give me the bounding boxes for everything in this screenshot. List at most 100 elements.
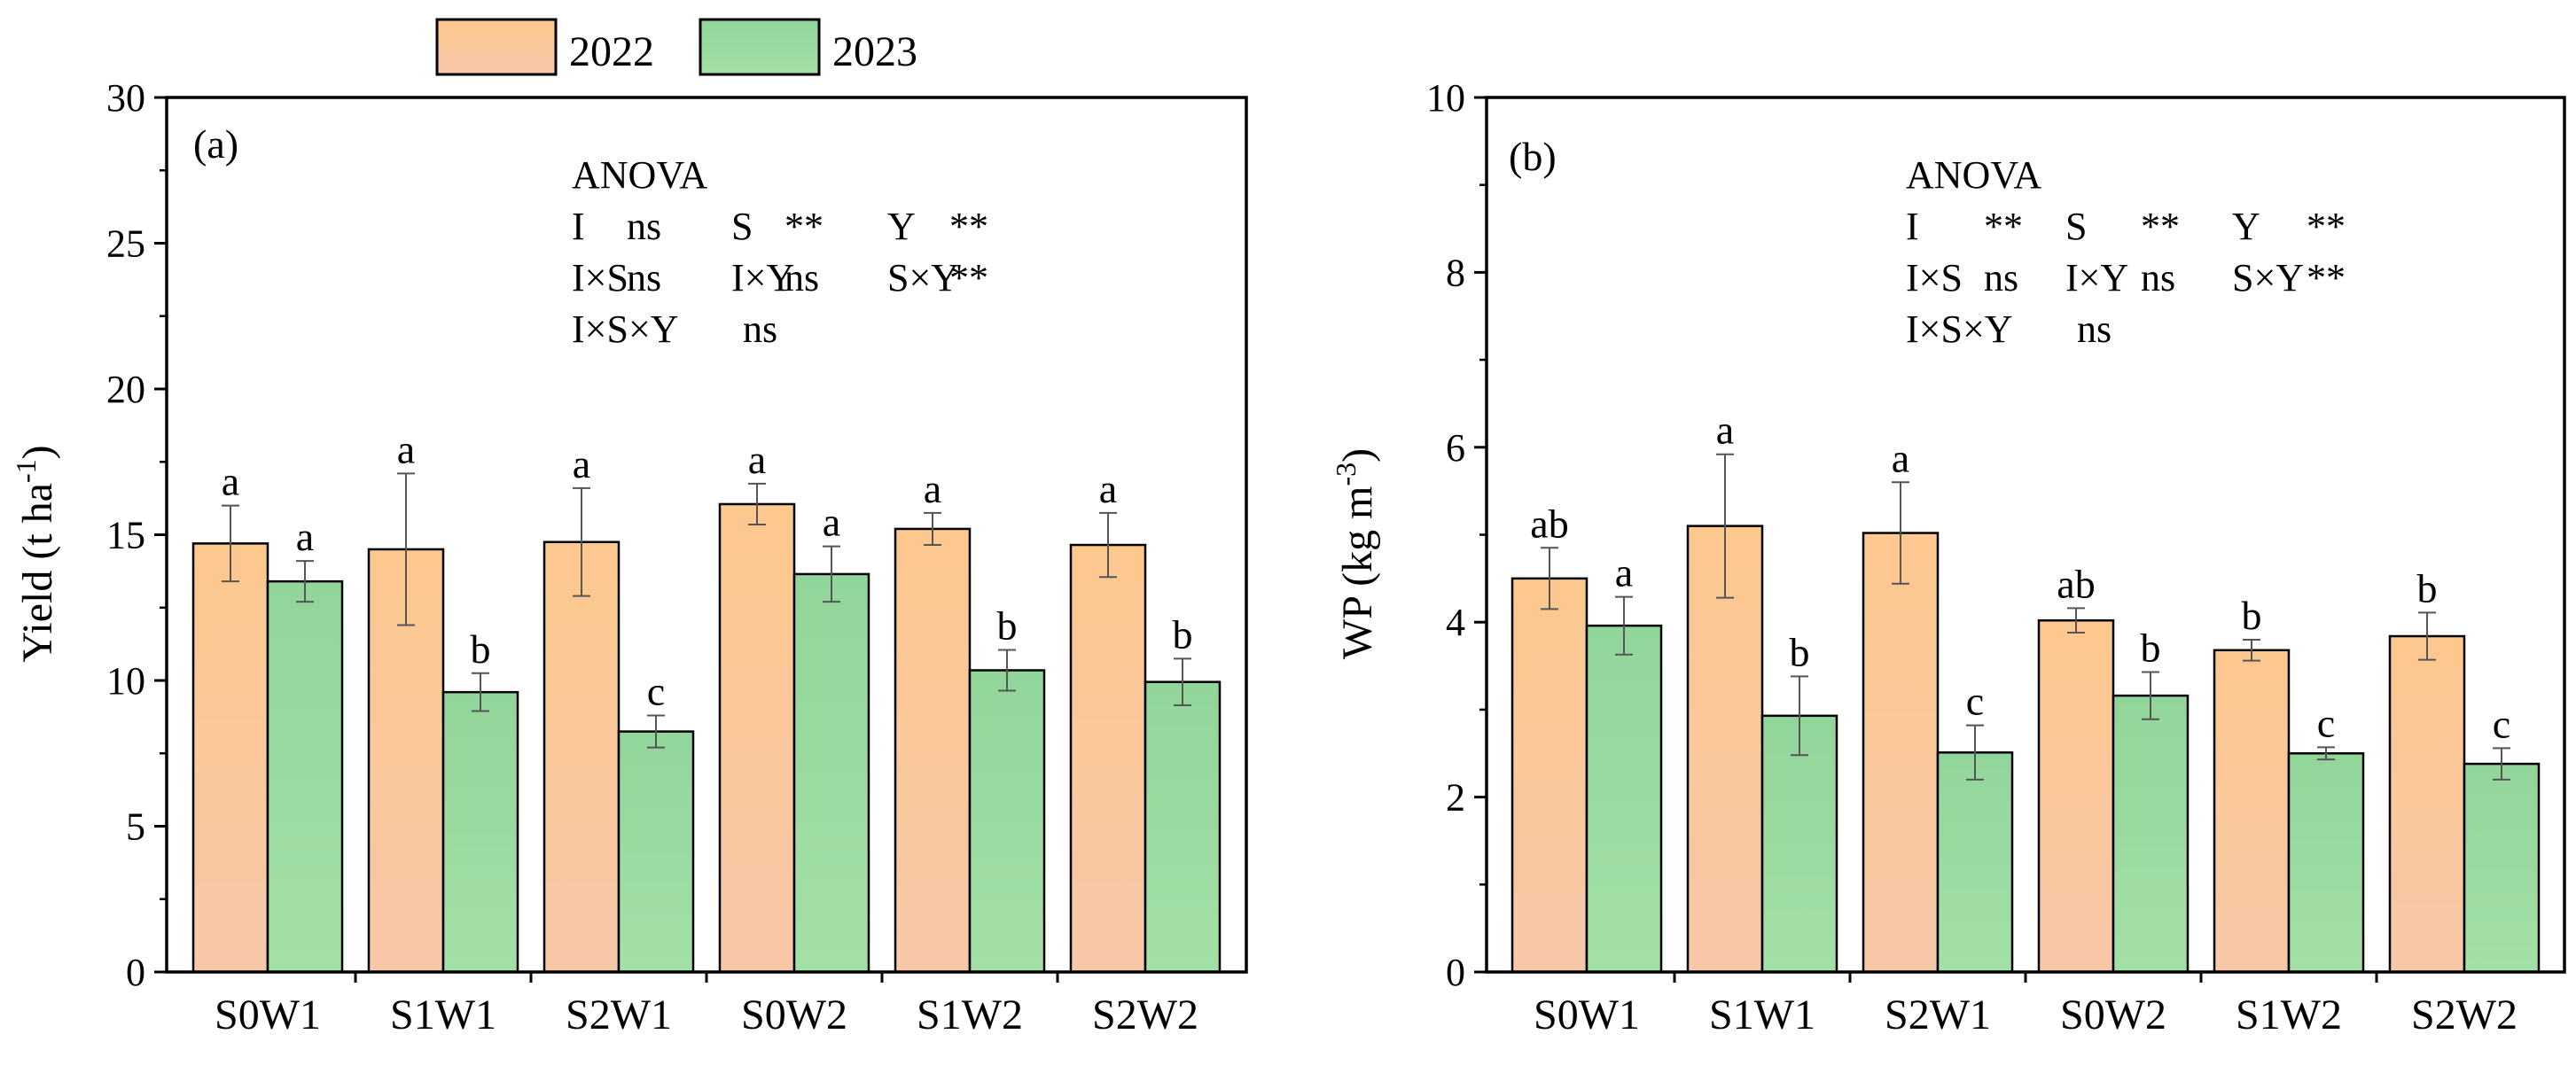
panel-a-category-label: S2W1 <box>566 991 672 1038</box>
panel-b-letter-2022-S0W1: ab <box>1530 501 1568 546</box>
panel-b-y-axis: 0 2 4 6 8 10 <box>1426 76 1487 994</box>
panel-a-category-label: S0W2 <box>741 991 847 1038</box>
panel-a-anova-cell: S×Y <box>887 256 959 299</box>
panel-b-anova-cell: ** <box>1984 205 2023 248</box>
panel-a-error-bar-2022-S1W1 <box>397 472 415 626</box>
panel-b-letter-2023-S2W1: c <box>1966 679 1984 724</box>
panel-a-bar-2022-S1W2 <box>894 527 972 974</box>
panel-b-bars <box>1510 525 2541 974</box>
panel-a-error-bar-2022-S0W1 <box>222 504 239 583</box>
panel-a-anova-cell: ns <box>627 256 661 299</box>
panel-a-category-label: S0W1 <box>215 991 321 1038</box>
panel-a-error-bar-2022-S1W2 <box>924 511 941 547</box>
panel-a-bar-2023-S2W2 <box>1144 680 1222 974</box>
panel-b-error-bar-2023-S1W1 <box>1791 675 1808 757</box>
panel-a-anova-cell: I×Y <box>731 256 794 299</box>
panel-a-significance-letters: a a a b a c a a a b a b <box>222 426 1193 713</box>
panel-a-error-bar-2022-S2W1 <box>573 486 590 597</box>
panel-b-y-axis-title-tail: ) <box>1334 448 1381 463</box>
panel-a-letter-2022-S2W2: a <box>1099 466 1117 511</box>
panel-b-letter-2022-S1W1: a <box>1716 408 1734 453</box>
panel-a-category-label: S1W1 <box>390 991 496 1038</box>
legend: 2022 2023 <box>435 18 917 76</box>
panel-a-bar-2023-S2W1 <box>617 730 695 974</box>
panel-b-letter-2022-S0W2: ab <box>2057 561 2095 606</box>
panel-b-letter-2023-S1W1: b <box>1790 629 1810 674</box>
panel-b-letter-2023-S0W1: a <box>1615 550 1633 595</box>
panel-a-error-bar-2023-S2W1 <box>647 714 665 749</box>
panel-a-bar-2022-S2W1 <box>543 540 621 974</box>
panel-a-y-tick-label: 30 <box>106 76 145 120</box>
panel-a-anova-cell: I <box>572 205 585 248</box>
panel-a-bar-2023-S0W1 <box>266 579 344 974</box>
panel-b-y-tick-label: 6 <box>1446 426 1465 470</box>
panel-b-letter-2022-S2W2: b <box>2417 565 2438 610</box>
panel-a-y-tick-label: 10 <box>106 659 145 703</box>
panel-a-error-bars <box>222 472 1191 749</box>
panel-a-bar-2023-S0W2 <box>792 572 870 974</box>
panel-a-y-axis-title-tail: ) <box>14 445 61 459</box>
panel-b-bar-2022-S2W2 <box>2388 634 2466 974</box>
panel-b-anova-cell: ** <box>2307 205 2346 248</box>
panel-b-category-label: S0W1 <box>1534 991 1640 1038</box>
panel-a-anova-cell: ns <box>785 256 819 299</box>
panel-a-anova-cell: ** <box>949 205 988 248</box>
panel-a-error-bar-2022-S2W2 <box>1099 511 1117 579</box>
panel-b-bar-2023-S2W2 <box>2463 762 2541 974</box>
panel-b-error-bar-2022-S2W1 <box>1892 481 1909 585</box>
panel-b-bar-2022-S1W2 <box>2213 649 2291 974</box>
panel-b-anova-cell: I <box>1906 205 1919 248</box>
panel-b-category-label: S1W2 <box>2236 991 2342 1038</box>
panel-a-bar-2023-S1W1 <box>441 690 519 974</box>
panel-b-anova-cell: ns <box>2141 256 2175 299</box>
panel-b-y-axis-title-exp: -3 <box>1330 463 1362 486</box>
panel-b-anova-cell: S×Y <box>2232 256 2304 299</box>
panel-a-letter-2022-S1W1: a <box>397 426 415 471</box>
panel-a-anova-title: ANOVA <box>572 153 707 197</box>
panel-a-y-tick-label: 15 <box>106 514 145 557</box>
panel-a-letter-2023-S1W1: b <box>471 626 491 672</box>
panel-a-letter-2023-S2W1: c <box>647 668 665 713</box>
panel-a-letter-2022-S0W1: a <box>222 459 239 504</box>
panel-a-anova-cell: ns <box>627 205 661 248</box>
panel-a-anova-cell: ** <box>785 205 824 248</box>
panel-b-y-axis-title: WP (kg m-3) <box>1330 448 1381 659</box>
panel-b-bar-2022-S2W1 <box>1862 532 1940 974</box>
panel-b-bar-2023-S0W2 <box>2112 694 2190 974</box>
panel-b-error-bar-2023-S2W1 <box>1966 724 1984 781</box>
panel-b-letter-2022-S1W2: b <box>2242 593 2262 638</box>
panel-a-bar-2022-S0W2 <box>718 502 796 974</box>
panel-b-error-bar-2022-S1W1 <box>1716 453 1734 599</box>
panel-b-y-tick-label: 10 <box>1426 76 1465 120</box>
panel-a-error-bar-2023-S0W2 <box>823 545 840 603</box>
panel-a-bars <box>191 502 1222 974</box>
panel-a-y-axis-title: Yield (t ha-1) <box>10 445 61 662</box>
panel-b-error-bars <box>1541 453 2510 781</box>
panel-a-error-bar-2022-S0W2 <box>748 482 766 525</box>
panel-a-anova-cell: Y <box>887 205 916 248</box>
panel-b-bar-2023-S2W1 <box>1936 751 2014 974</box>
panel-b-anova-title: ANOVA <box>1906 153 2041 197</box>
panel-a-letter-2022-S0W2: a <box>748 437 766 482</box>
panel-b-anova-cell: ns <box>1984 256 2018 299</box>
panel-a-anova-cell: ns <box>743 307 777 351</box>
legend-swatch-2022 <box>435 18 558 76</box>
panel-b-letter-2023-S2W2: c <box>2493 701 2510 746</box>
panel-a-letter-2023-S0W1: a <box>296 514 314 559</box>
panel-a-error-bar-2023-S1W1 <box>472 672 489 712</box>
panel-b-letter-2022-S2W1: a <box>1892 435 1909 480</box>
panel-b-bar-2023-S0W1 <box>1585 624 1663 974</box>
panel-b-error-bar-2023-S2W2 <box>2493 747 2510 781</box>
panel-b-bar-2022-S1W1 <box>1686 525 1764 974</box>
panel-a-anova-cell: I×S <box>572 256 628 299</box>
panel-b-anova-cell: ** <box>2141 205 2180 248</box>
panel-b-anova-cell: I×Y <box>2065 256 2128 299</box>
panel-a-letter-2023-S1W2: b <box>997 603 1018 648</box>
panel-a-anova-cell: I×S×Y <box>572 307 679 351</box>
panel-b-anova-cell: Y <box>2232 205 2260 248</box>
panel-a-anova-cell: S <box>731 205 753 248</box>
